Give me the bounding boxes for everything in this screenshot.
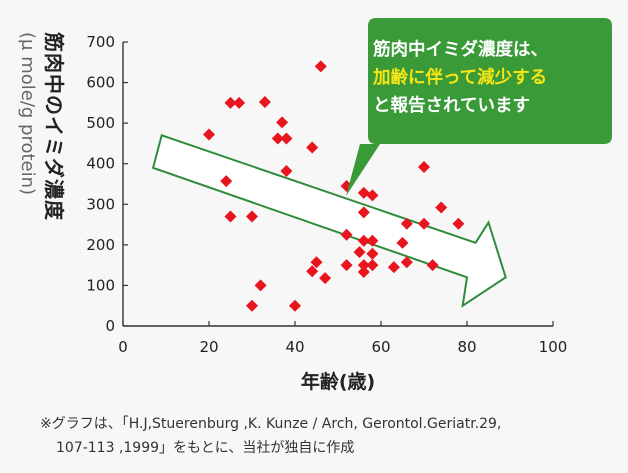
data-point: [314, 60, 327, 73]
x-tick-label: 0: [118, 338, 128, 356]
data-point: [353, 246, 366, 259]
data-point: [357, 234, 370, 247]
y-tick-label: 400: [86, 155, 115, 173]
y-tick-label: 300: [86, 195, 115, 213]
data-point: [306, 265, 319, 278]
data-point: [224, 96, 237, 109]
trend-arrow: [151, 134, 507, 308]
data-point: [387, 261, 400, 274]
x-axis-label: 年齢(歳): [301, 370, 375, 393]
x-tick-label: 40: [285, 338, 304, 356]
data-point: [426, 259, 439, 272]
y-tick-label: 500: [86, 114, 115, 132]
data-point: [340, 259, 353, 272]
x-tick-label: 80: [457, 338, 476, 356]
data-point: [452, 217, 465, 230]
data-point: [418, 160, 430, 173]
data-point: [280, 132, 293, 145]
data-point: [357, 266, 370, 279]
data-point: [203, 128, 215, 141]
data-point: [418, 217, 430, 230]
axes: [122, 42, 553, 327]
data-point: [220, 175, 233, 188]
callout-line-3: と報告されています: [373, 95, 530, 116]
data-point: [357, 259, 370, 272]
x-tick-label: 20: [199, 338, 218, 356]
y-ticks: 0 100 200 300 400 500 600 700: [86, 33, 128, 335]
data-point: [306, 141, 319, 154]
data-point: [435, 201, 448, 214]
data-point: [276, 116, 289, 129]
y-tick-label: 0: [105, 317, 115, 335]
data-point: [357, 186, 370, 199]
data-point: [366, 247, 379, 260]
data-point: [246, 210, 258, 223]
data-point: [233, 96, 246, 109]
callout-bubble: [346, 18, 612, 196]
chart: 0 20 40 60 80 100 0 100 200 300 400 500 600 700 筋肉中の…: [17, 18, 612, 393]
y-tick-label: 600: [86, 74, 115, 92]
data-point: [366, 189, 379, 202]
source-note-line-2: 107-113 ,1999」をもとに、当社が独自に作成: [56, 440, 355, 456]
callout-line-1: 筋肉中イミダ濃度は、: [372, 39, 548, 60]
x-tick-label: 60: [371, 338, 390, 356]
y-axis-label: 筋肉中のイミダ濃度: [42, 32, 66, 221]
data-point: [310, 256, 323, 269]
data-point: [366, 259, 379, 272]
data-point: [400, 256, 413, 269]
data-point: [289, 299, 301, 312]
data-point: [246, 299, 258, 312]
data-point: [319, 272, 332, 285]
y-tick-label: 100: [86, 276, 115, 294]
data-point: [400, 217, 413, 230]
y-tick-label: 200: [86, 236, 115, 254]
data-point: [258, 96, 271, 109]
y-tick-label: 700: [86, 33, 115, 51]
data-point: [396, 236, 409, 249]
callout-line-2: 加齢に伴って減少する: [372, 67, 547, 88]
source-note: ※グラフは、「H.J,Stuerenburg ,K. Kunze / Arch,…: [40, 412, 610, 460]
data-point: [254, 279, 267, 292]
x-ticks: 0 20 40 60 80 100: [118, 321, 567, 356]
data-point: [224, 210, 237, 223]
x-tick-label: 100: [539, 338, 568, 356]
source-note-line-1: ※グラフは、「H.J,Stuerenburg ,K. Kunze / Arch,…: [40, 416, 502, 432]
data-point: [280, 165, 293, 178]
y-axis-unit-label: (μ mole/g protein): [17, 32, 38, 195]
data-point: [271, 132, 284, 145]
data-point: [340, 228, 353, 241]
data-point: [366, 234, 379, 247]
data-point: [357, 206, 370, 219]
callout: 筋肉中イミダ濃度は、 加齢に伴って減少する と報告されています: [346, 18, 612, 196]
